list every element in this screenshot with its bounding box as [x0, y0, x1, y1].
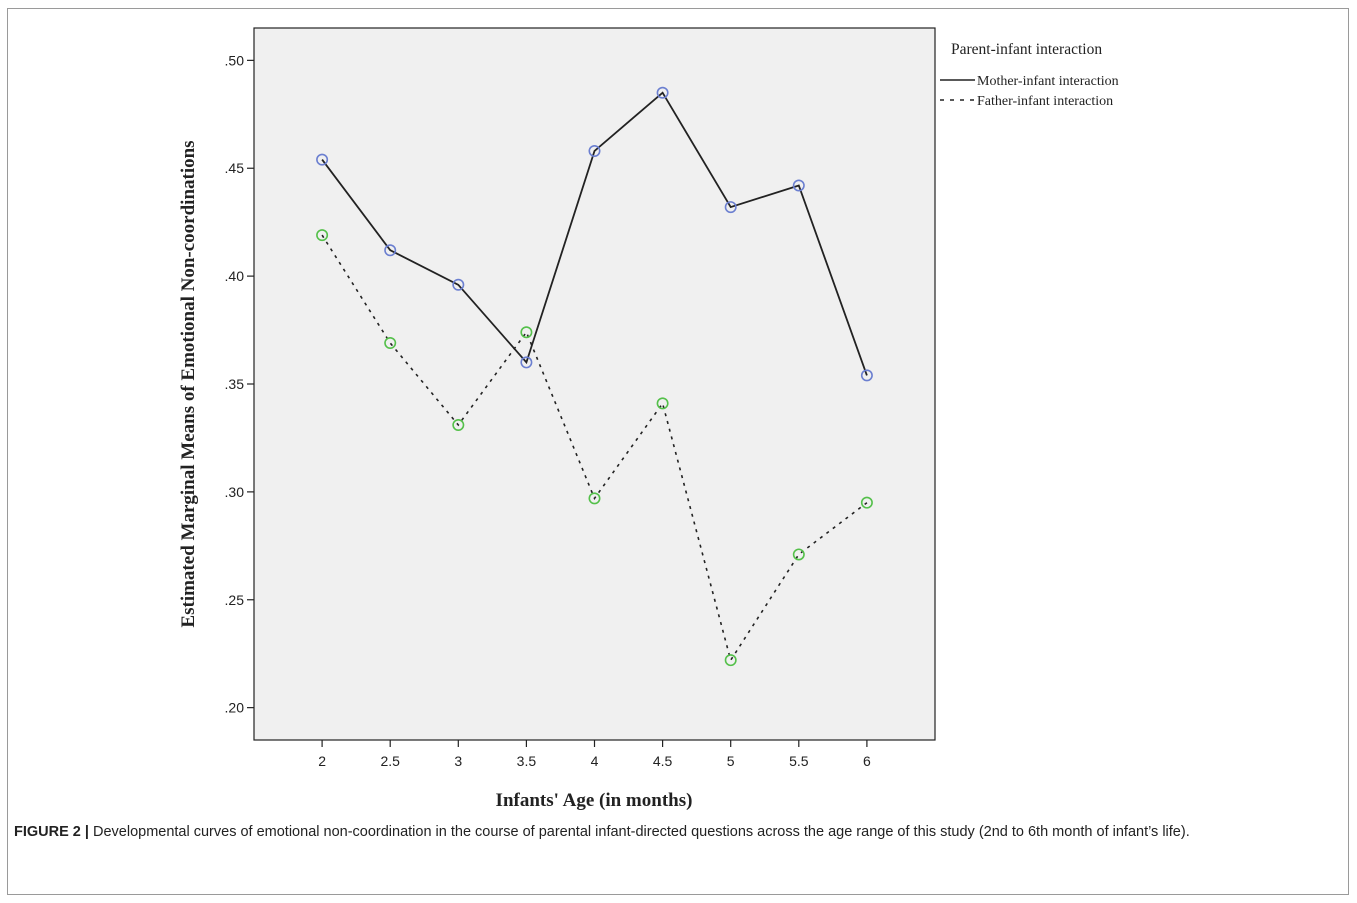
caption-label: FIGURE 2 |	[14, 824, 89, 840]
legend-title: Parent-infant interaction	[951, 41, 1102, 58]
x-tick-label: 5.5	[789, 753, 809, 769]
x-tick-label: 6	[863, 753, 871, 769]
plot-area	[254, 28, 935, 740]
y-tick-label: .30	[225, 484, 245, 500]
y-tick-label: .25	[225, 592, 245, 608]
legend-label-father: Father-infant interaction	[977, 94, 1113, 109]
x-tick-label: 3	[454, 753, 462, 769]
x-tick-label: 5	[727, 753, 735, 769]
x-axis: 2 2.5 3 3.5 4 4.5 5 5.5 6	[318, 740, 871, 769]
y-tick-label: .45	[225, 160, 245, 176]
y-tick-label: .40	[225, 268, 245, 284]
x-tick-label: 2	[318, 753, 326, 769]
caption-text: Developmental curves of emotional non-co…	[89, 824, 1190, 840]
x-tick-label: 3.5	[517, 753, 537, 769]
x-axis-label: Infants' Age (in months)	[496, 790, 693, 810]
x-tick-label: 4.5	[653, 753, 673, 769]
legend-label-mother: Mother-infant interaction	[977, 74, 1119, 89]
y-axis: .20 .25 .30 .35 .40 .45 .50	[225, 52, 254, 715]
y-tick-label: .50	[225, 52, 245, 68]
y-tick-label: .35	[225, 376, 245, 392]
figure-caption: FIGURE 2 | Developmental curves of emoti…	[14, 821, 1334, 843]
x-tick-label: 2.5	[380, 753, 400, 769]
x-tick-label: 4	[591, 753, 599, 769]
legend: Parent-infant interaction Mother-infant …	[940, 41, 1119, 109]
line-chart: .20.25.30.35.40.45.50 2 2.5 3 3.5 4 4.5 5 5.5 6 …	[0, 0, 1357, 810]
y-tick-label: .20	[225, 700, 245, 716]
y-axis-label: Estimated Marginal Means of Emotional No…	[178, 140, 199, 627]
